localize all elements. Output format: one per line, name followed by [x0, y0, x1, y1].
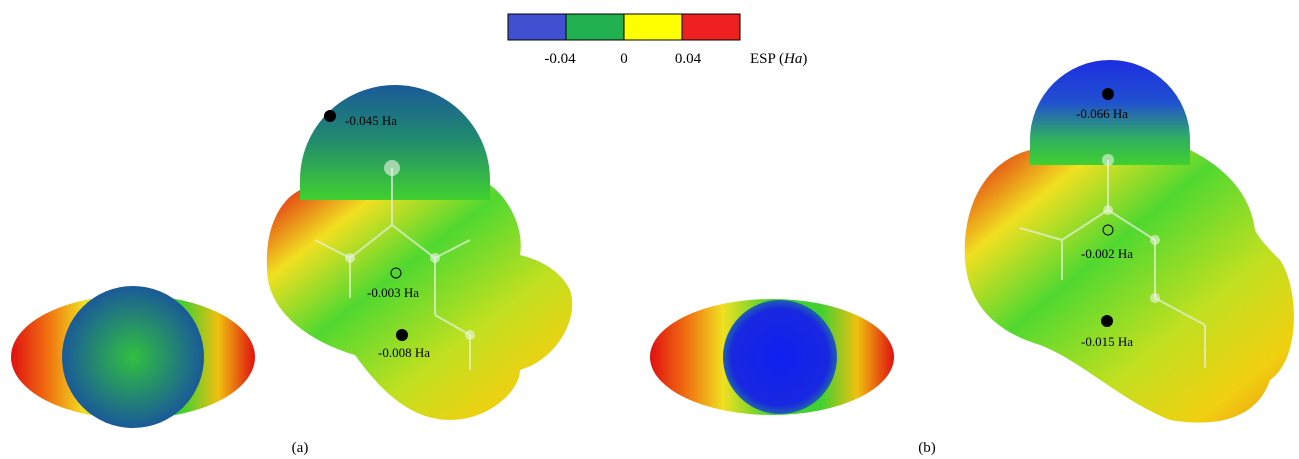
probe-point [396, 329, 408, 341]
colorbar-segment [682, 14, 740, 40]
panel-b: -0.066 Ha -0.002 Ha -0.015 Ha (b) [650, 60, 1294, 456]
atom [384, 160, 400, 176]
figure: -0.04 0 0.04 ESP (Ha) -0.045 Ha -0.003 [0, 0, 1299, 459]
label-suffix: ) [802, 51, 807, 67]
label-unit: Ha [783, 51, 802, 67]
molecule-surface [965, 150, 1294, 423]
caption: (a) [292, 440, 309, 456]
atom [465, 330, 475, 340]
colorbar-segment [508, 14, 566, 40]
colorbar-segment [624, 14, 682, 40]
annotation: -0.008 Ha [378, 345, 430, 360]
colorbar-label: ESP (Ha) [750, 51, 807, 67]
atom [345, 253, 355, 263]
probe-point [1102, 88, 1114, 100]
colorbar: -0.04 0 0.04 ESP (Ha) [508, 14, 807, 67]
probe-point [1101, 315, 1113, 327]
side-head [62, 286, 204, 428]
annotation: -0.066 Ha [1076, 106, 1128, 121]
label-prefix: ESP ( [750, 51, 784, 67]
atom [1102, 154, 1114, 166]
caption: (b) [918, 440, 936, 456]
colorbar-tick: -0.04 [544, 51, 576, 67]
atom [430, 253, 440, 263]
molecule-surface [267, 185, 572, 420]
annotation: -0.015 Ha [1081, 334, 1133, 349]
annotation: -0.003 Ha [367, 285, 419, 300]
annotation: -0.002 Ha [1081, 246, 1133, 261]
atom [1103, 205, 1113, 215]
page: -0.04 0 0.04 ESP (Ha) -0.045 Ha -0.003 [0, 0, 1299, 459]
atom [1150, 235, 1160, 245]
colorbar-tick: 0.04 [675, 51, 702, 67]
annotation: -0.045 Ha [345, 113, 397, 128]
molecule-head [300, 85, 490, 200]
atom [1150, 293, 1160, 303]
colorbar-segment [566, 14, 624, 40]
probe-point [324, 110, 336, 122]
side-head [723, 300, 837, 414]
colorbar-tick: 0 [620, 51, 628, 67]
panel-a: -0.045 Ha -0.003 Ha -0.008 Ha (a) [11, 85, 572, 456]
